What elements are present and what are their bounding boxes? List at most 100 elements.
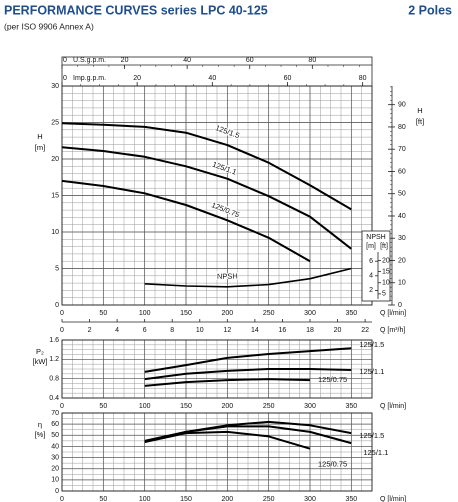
npsh-tick2-label: 15 [382, 268, 390, 275]
x2-tick-label: 6 [143, 327, 147, 334]
top-axis-label: U.S.g.p.m. [73, 57, 106, 64]
y-tick-label: 20 [51, 466, 59, 473]
x-tick-label: 0 [60, 310, 64, 317]
series-label: 125/1.1 [359, 367, 384, 376]
y-axis-unit: [kW] [33, 357, 48, 366]
y-tick-label: 0 [55, 488, 59, 495]
y-tick-label: 40 [51, 443, 59, 450]
x2-axis-label: Q [m³/h] [380, 327, 405, 334]
y-tick-label: 60 [51, 421, 59, 428]
curve [61, 179, 311, 263]
x-tick-label: 200 [221, 496, 233, 502]
y2-tick-label: 60 [398, 168, 406, 175]
y-tick-label: 1.6 [49, 337, 59, 344]
curve [61, 122, 352, 211]
y-axis-label: η [38, 420, 42, 429]
x-tick-label: 350 [345, 403, 357, 410]
curve [61, 146, 352, 250]
x-tick-label: 350 [345, 496, 357, 502]
y-tick-label: 70 [51, 410, 59, 417]
top-axis-label: Imp.g.p.m. [73, 75, 106, 82]
x-tick-label: 50 [99, 403, 107, 410]
y2-tick-label: 90 [398, 102, 406, 109]
npsh-tick2-label: 10 [382, 280, 390, 287]
x-tick-label: 150 [180, 403, 192, 410]
y-tick-label: 5 [55, 265, 59, 272]
x-tick-label: 100 [139, 310, 151, 317]
x2-tick-label: 0 [60, 327, 64, 334]
x-tick-label: 50 [99, 310, 107, 317]
npsh-tick2-label: 5 [382, 291, 386, 298]
top-axis-tick-label: 80 [308, 57, 316, 64]
y-axis-label: P₂ [36, 347, 44, 356]
curve [144, 347, 352, 373]
curve [144, 368, 352, 381]
curve [144, 267, 352, 288]
top-axis-tick-label: 40 [208, 75, 216, 82]
x2-tick-label: 18 [306, 327, 314, 334]
curve [144, 378, 311, 387]
x-tick-label: 200 [221, 310, 233, 317]
npsh-tick2-label: 20 [382, 257, 390, 264]
x-axis-label: Q [l/min] [380, 403, 406, 410]
y-tick-label: 10 [51, 229, 59, 236]
x2-tick-label: 12 [223, 327, 231, 334]
x2-tick-label: 20 [334, 327, 342, 334]
y-axis-label: H [37, 132, 42, 141]
top-axis-tick-label: 80 [359, 75, 367, 82]
curve [144, 430, 311, 450]
y-tick-label: 20 [51, 156, 59, 163]
y-tick-label: 0.8 [49, 376, 59, 383]
x2-tick-label: 16 [279, 327, 287, 334]
x-tick-label: 150 [180, 496, 192, 502]
y2-tick-label: 70 [398, 146, 406, 153]
series-label: NPSH [217, 272, 238, 281]
y2-tick-label: 50 [398, 191, 406, 198]
x-tick-label: 300 [304, 403, 316, 410]
x2-tick-label: 4 [115, 327, 119, 334]
series-label: 125/1.5 [359, 340, 384, 349]
x-tick-label: 150 [180, 310, 192, 317]
npsh-tick-label: 2 [369, 287, 373, 294]
y2-tick-label: 80 [398, 124, 406, 131]
npsh-title: NPSH [366, 234, 385, 241]
subtitle: (per ISO 9906 Annex A) [4, 21, 94, 31]
series-label: 125/0.75 [318, 460, 347, 469]
y-axis-unit: [m] [35, 143, 45, 152]
x-axis-label: Q [l/min] [380, 496, 406, 502]
y2-tick-label: 10 [398, 280, 406, 287]
y2-tick-label: 40 [398, 213, 406, 220]
plot-frame [61, 339, 373, 399]
top-axes-frame [61, 56, 373, 87]
y2-tick-label: 20 [398, 257, 406, 264]
top-axis-tick-label: 0 [63, 75, 67, 82]
x-tick-label: 300 [304, 310, 316, 317]
y-tick-label: 30 [51, 454, 59, 461]
x-tick-label: 250 [263, 310, 275, 317]
series-label: 125/1.5 [359, 431, 384, 440]
y-tick-label: 25 [51, 119, 59, 126]
top-axis-tick-label: 20 [121, 57, 129, 64]
x-tick-label: 100 [139, 496, 151, 502]
top-axis-tick-label: 40 [183, 57, 191, 64]
title: PERFORMANCE CURVES series LPC 40-125 [4, 3, 268, 17]
x2-tick-label: 2 [88, 327, 92, 334]
npsh-inset [361, 230, 391, 302]
y2-axis-label: H [417, 106, 422, 115]
npsh-unit: [m] [366, 243, 376, 250]
y-tick-label: 50 [51, 432, 59, 439]
x-axis-label: Q [l/min] [380, 310, 406, 317]
y-tick-label: 15 [51, 192, 59, 199]
x2-tick-label: 8 [170, 327, 174, 334]
series-label: 125/1.1 [363, 448, 388, 457]
npsh-unit2: [ft] [380, 243, 388, 250]
npsh-tick-label: 6 [369, 258, 373, 265]
y-tick-label: 10 [51, 477, 59, 484]
top-axis-tick-label: 20 [133, 75, 141, 82]
y-tick-label: 0 [55, 302, 59, 309]
x-tick-label: 0 [60, 403, 64, 410]
top-axis-tick-label: 60 [246, 57, 254, 64]
y2-tick-label: 0 [398, 302, 402, 309]
x2-tick-label: 14 [251, 327, 259, 334]
x-tick-label: 350 [345, 310, 357, 317]
